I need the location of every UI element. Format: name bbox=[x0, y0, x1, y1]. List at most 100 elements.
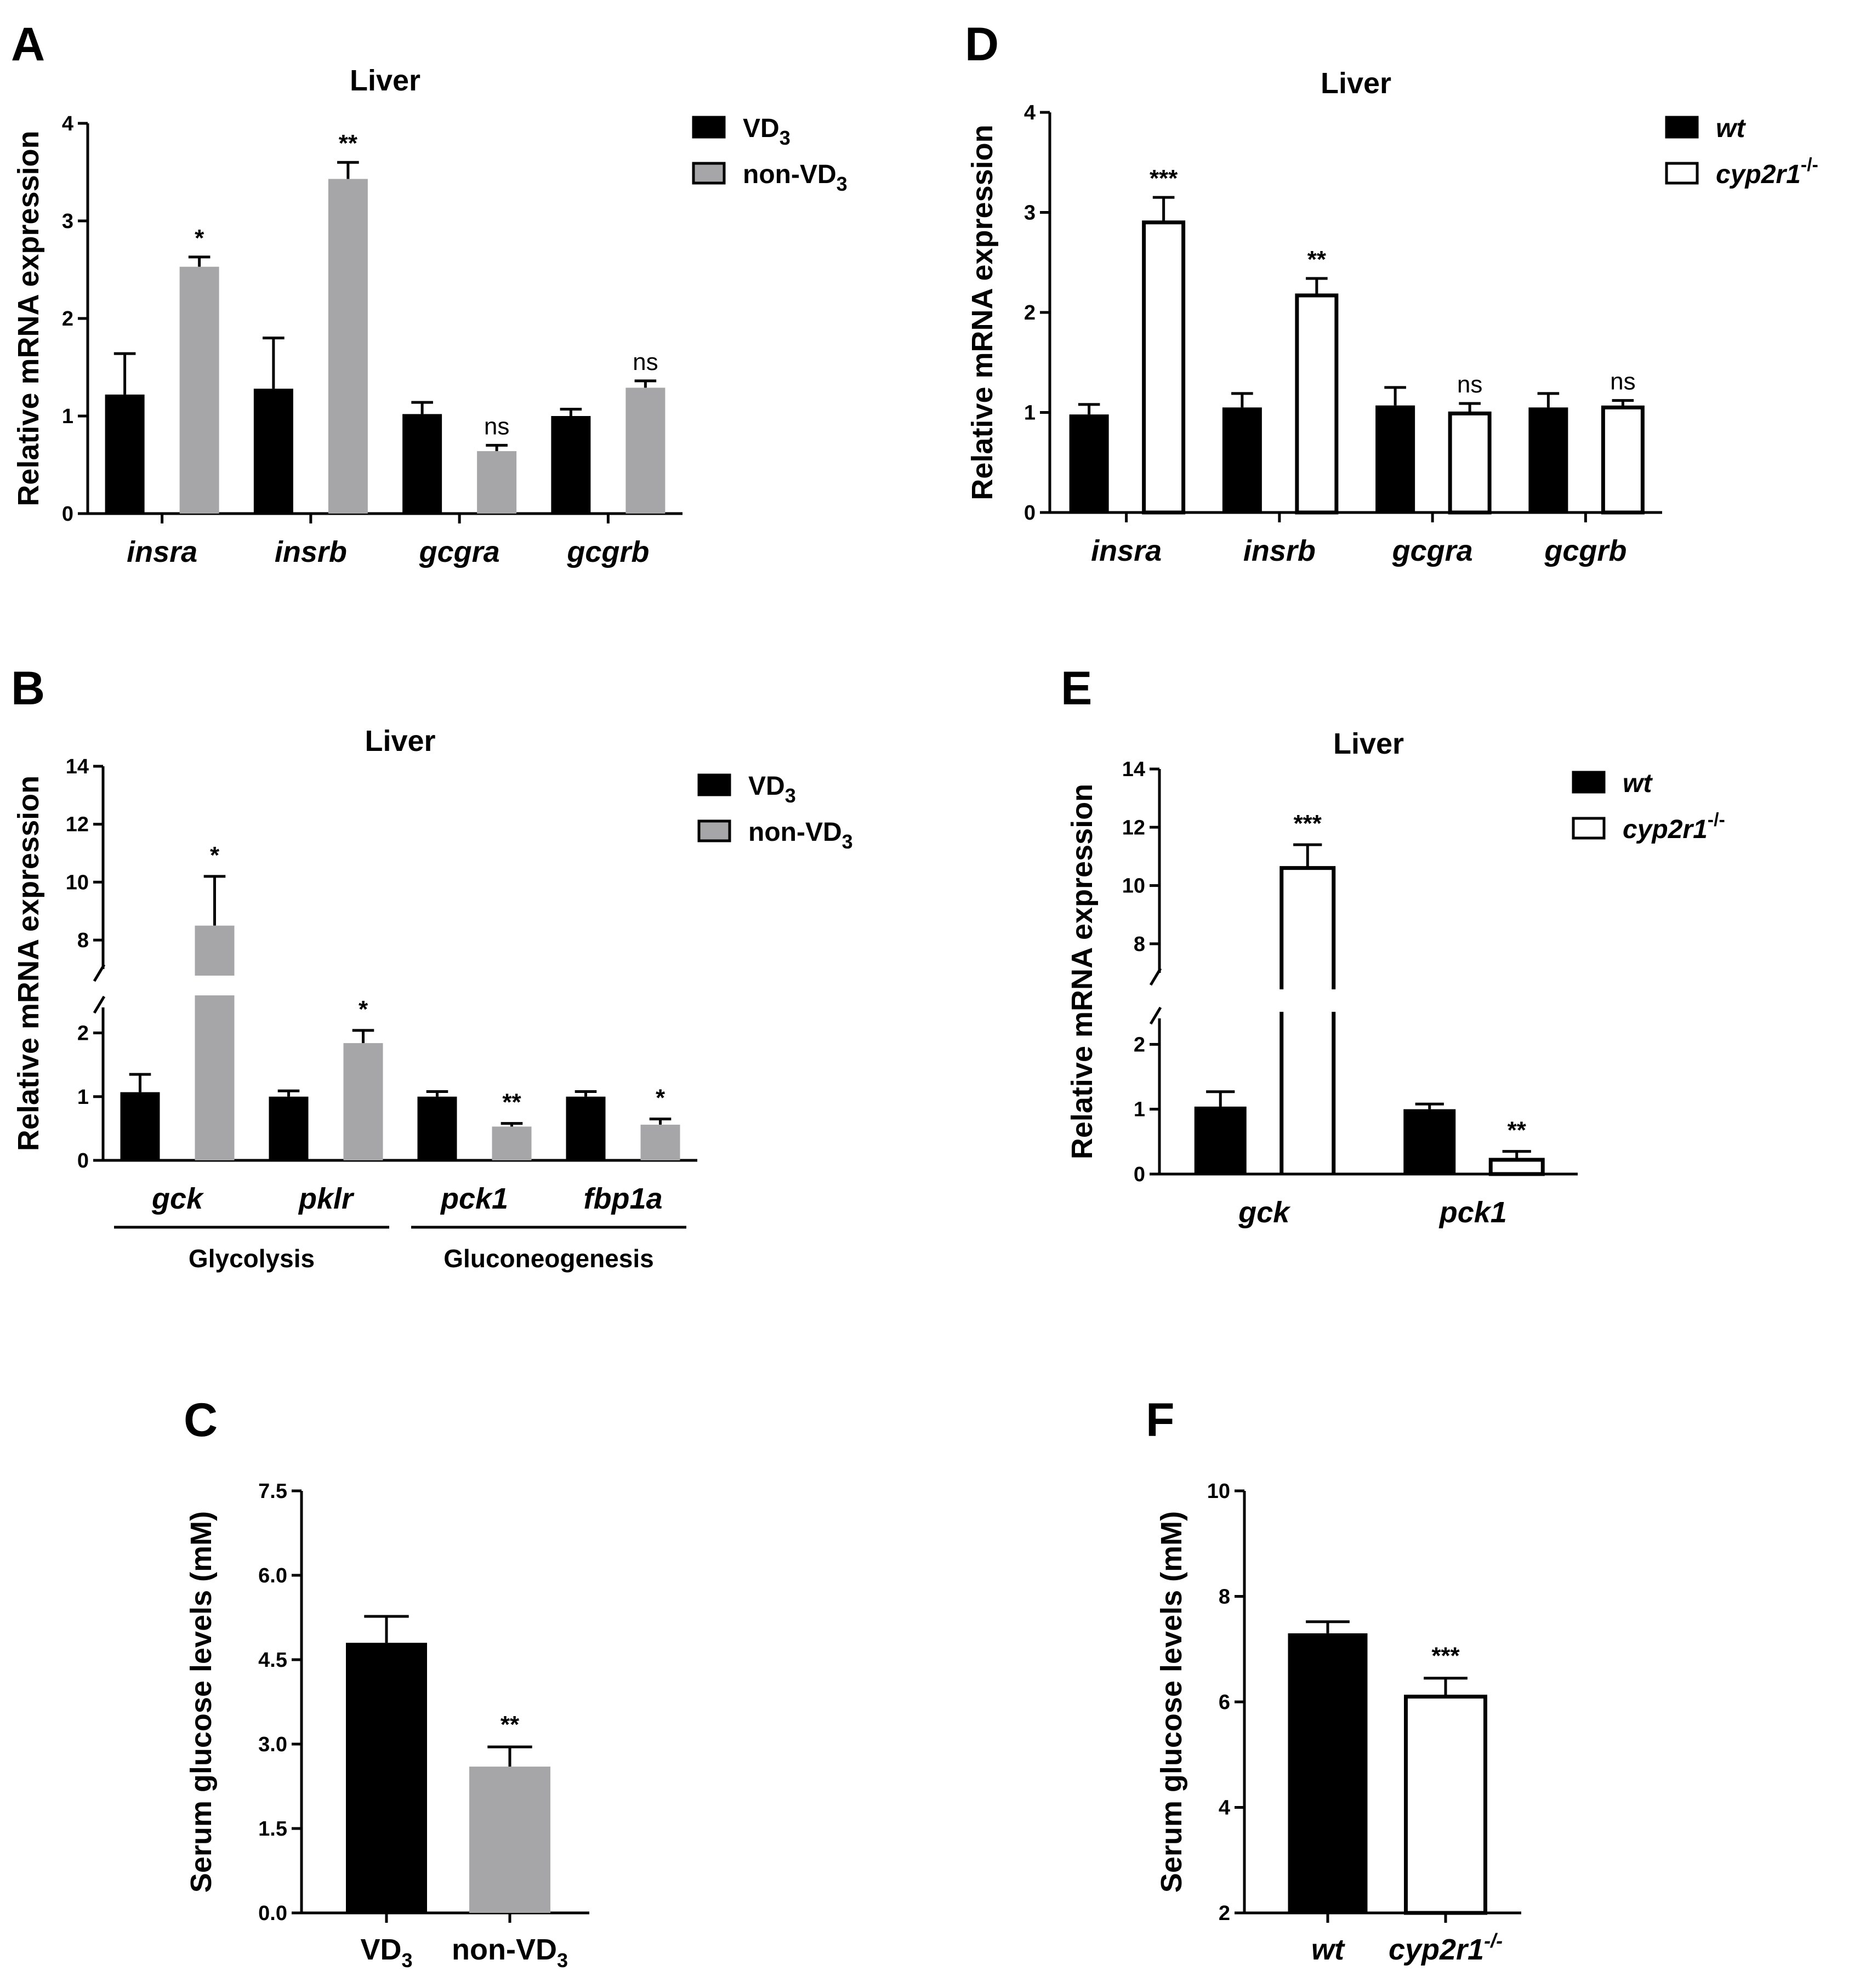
bar-gck-VD bbox=[120, 1092, 160, 1160]
legend-label: non-VD3 bbox=[743, 160, 848, 195]
y-tick-label: 1 bbox=[62, 405, 73, 428]
y-tick-label: 1.5 bbox=[258, 1818, 287, 1841]
legend-swatch bbox=[1665, 162, 1699, 185]
significance-label: *** bbox=[1294, 810, 1322, 837]
y-axis-label: Serum glucose levels (mM) bbox=[185, 1511, 218, 1893]
y-axis-label: Relative mRNA expression bbox=[1066, 784, 1099, 1159]
bar-gck-upper bbox=[1279, 866, 1336, 989]
y-tick-label: 8 bbox=[1134, 933, 1145, 956]
y-tick-label: 8 bbox=[77, 929, 89, 952]
bar-VD3 bbox=[346, 1643, 427, 1913]
panel-label: E bbox=[1061, 662, 1092, 715]
significance-label: * bbox=[195, 225, 204, 252]
significance-label: ns bbox=[1610, 368, 1635, 395]
bar-pklr-non-VD bbox=[343, 1043, 383, 1160]
y-axis-label: Relative mRNA expression bbox=[12, 776, 45, 1151]
group-label: Gluconeogenesis bbox=[443, 1244, 653, 1273]
y-axis-label: Relative mRNA expression bbox=[12, 130, 45, 506]
y-tick-label: 3.0 bbox=[258, 1733, 287, 1756]
label-subscript: 3 bbox=[780, 127, 790, 149]
legend-swatch bbox=[697, 773, 731, 796]
y-tick-label: 1 bbox=[1134, 1098, 1145, 1121]
x-tick-label: fbp1a bbox=[583, 1182, 662, 1215]
label-base: VD bbox=[748, 772, 785, 801]
y-tick-label: 4 bbox=[62, 112, 73, 135]
legend-label: cyp2r1-/- bbox=[1716, 155, 1818, 189]
label-base: cyp2r1 bbox=[1716, 160, 1801, 189]
y-tick-label: 0 bbox=[1134, 1163, 1145, 1186]
panel-D: D Liver 0 1 2 3 4 Relative mRNA expression insra… bbox=[965, 18, 1818, 567]
y-tick-label: 0 bbox=[77, 1149, 89, 1172]
y-tick-label: 6.0 bbox=[258, 1564, 287, 1587]
x-tick-label: gck bbox=[151, 1182, 204, 1215]
panel-title: Liver bbox=[1333, 727, 1404, 760]
legend-swatch bbox=[1572, 771, 1606, 794]
y-tick-label: 7.5 bbox=[258, 1480, 287, 1503]
bar-insrb-VD bbox=[253, 389, 293, 514]
x-tick-label: gck bbox=[1238, 1196, 1291, 1229]
x-tick-label: insra bbox=[1091, 534, 1162, 567]
bar-gcgra-VD bbox=[402, 414, 442, 514]
label-base: wt bbox=[1623, 769, 1653, 798]
y-axis-label: Serum glucose levels (mM) bbox=[1155, 1511, 1188, 1893]
bar-insrb-wt bbox=[1222, 407, 1262, 512]
bar-insra-wt bbox=[1069, 414, 1109, 512]
bar-pck1-cyp2r1 bbox=[1488, 1158, 1545, 1176]
y-tick-label: 6 bbox=[1219, 1691, 1230, 1714]
legend-swatch bbox=[692, 162, 726, 185]
bar-gcgrb-non-VD bbox=[625, 388, 666, 514]
y-tick-label: 10 bbox=[1122, 875, 1145, 898]
y-tick-label: 4 bbox=[1219, 1797, 1230, 1820]
bar-pck1-non-VD bbox=[492, 1126, 532, 1160]
y-tick-label: 0 bbox=[1024, 502, 1036, 525]
significance-label: ns bbox=[484, 413, 509, 440]
y-tick-label: 3 bbox=[62, 210, 73, 233]
legend-swatch bbox=[1572, 817, 1606, 840]
bar-gcgrb-wt bbox=[1528, 407, 1568, 512]
bar-insra-VD bbox=[105, 394, 145, 514]
significance-label: ns bbox=[633, 349, 658, 375]
y-tick-label: 0.0 bbox=[258, 1902, 287, 1925]
label-superscript: -/- bbox=[1708, 810, 1725, 830]
significance-label: *** bbox=[1150, 165, 1178, 192]
label-base: non-VD bbox=[452, 1933, 557, 1966]
significance-label: * bbox=[210, 842, 220, 869]
label-base: cyp2r1 bbox=[1623, 815, 1708, 844]
significance-label: * bbox=[359, 996, 368, 1023]
y-tick-label: 1 bbox=[77, 1086, 89, 1109]
label-subscript: 3 bbox=[557, 1949, 568, 1972]
bar-wt bbox=[1288, 1633, 1368, 1913]
label-base: wt bbox=[1716, 114, 1746, 143]
legend-swatch bbox=[692, 116, 726, 139]
x-tick-label: non-VD3 bbox=[452, 1933, 568, 1972]
y-tick-label: 14 bbox=[66, 755, 89, 778]
y-axis-label: Relative mRNA expression bbox=[966, 124, 999, 500]
panel-title: Liver bbox=[1321, 67, 1391, 100]
label-base: non-VD bbox=[743, 160, 837, 189]
panel-A: A Liver 0 1 2 3 4 Relative mRNA expression insra… bbox=[11, 18, 848, 568]
bar-gck-lower bbox=[1279, 1012, 1336, 1174]
label-base: non-VD bbox=[748, 818, 842, 847]
label-base: wt bbox=[1311, 1933, 1345, 1966]
legend-label: non-VD3 bbox=[748, 818, 853, 853]
y-tick-label: 2 bbox=[62, 307, 73, 331]
legend-label: VD3 bbox=[743, 114, 790, 149]
x-tick-label: insra bbox=[127, 536, 197, 568]
significance-label: ** bbox=[1307, 246, 1327, 273]
significance-label: ** bbox=[501, 1711, 520, 1738]
label-base: VD bbox=[743, 114, 780, 143]
label-base: cyp2r1 bbox=[1389, 1933, 1484, 1966]
x-tick-label: insrb bbox=[1243, 534, 1316, 567]
y-tick-label: 1 bbox=[1024, 402, 1036, 425]
label-subscript: 3 bbox=[401, 1949, 412, 1972]
legend-swatch bbox=[697, 819, 731, 842]
bar-non-VD3 bbox=[469, 1767, 550, 1913]
y-tick-label: 3 bbox=[1024, 202, 1036, 225]
x-tick-label: insrb bbox=[275, 536, 347, 568]
axis-break-mark bbox=[1149, 1006, 1162, 1025]
bar-fbp1a-non-VD bbox=[640, 1124, 680, 1160]
bar-gck-upper bbox=[195, 925, 235, 976]
label-subscript: 3 bbox=[837, 173, 848, 195]
